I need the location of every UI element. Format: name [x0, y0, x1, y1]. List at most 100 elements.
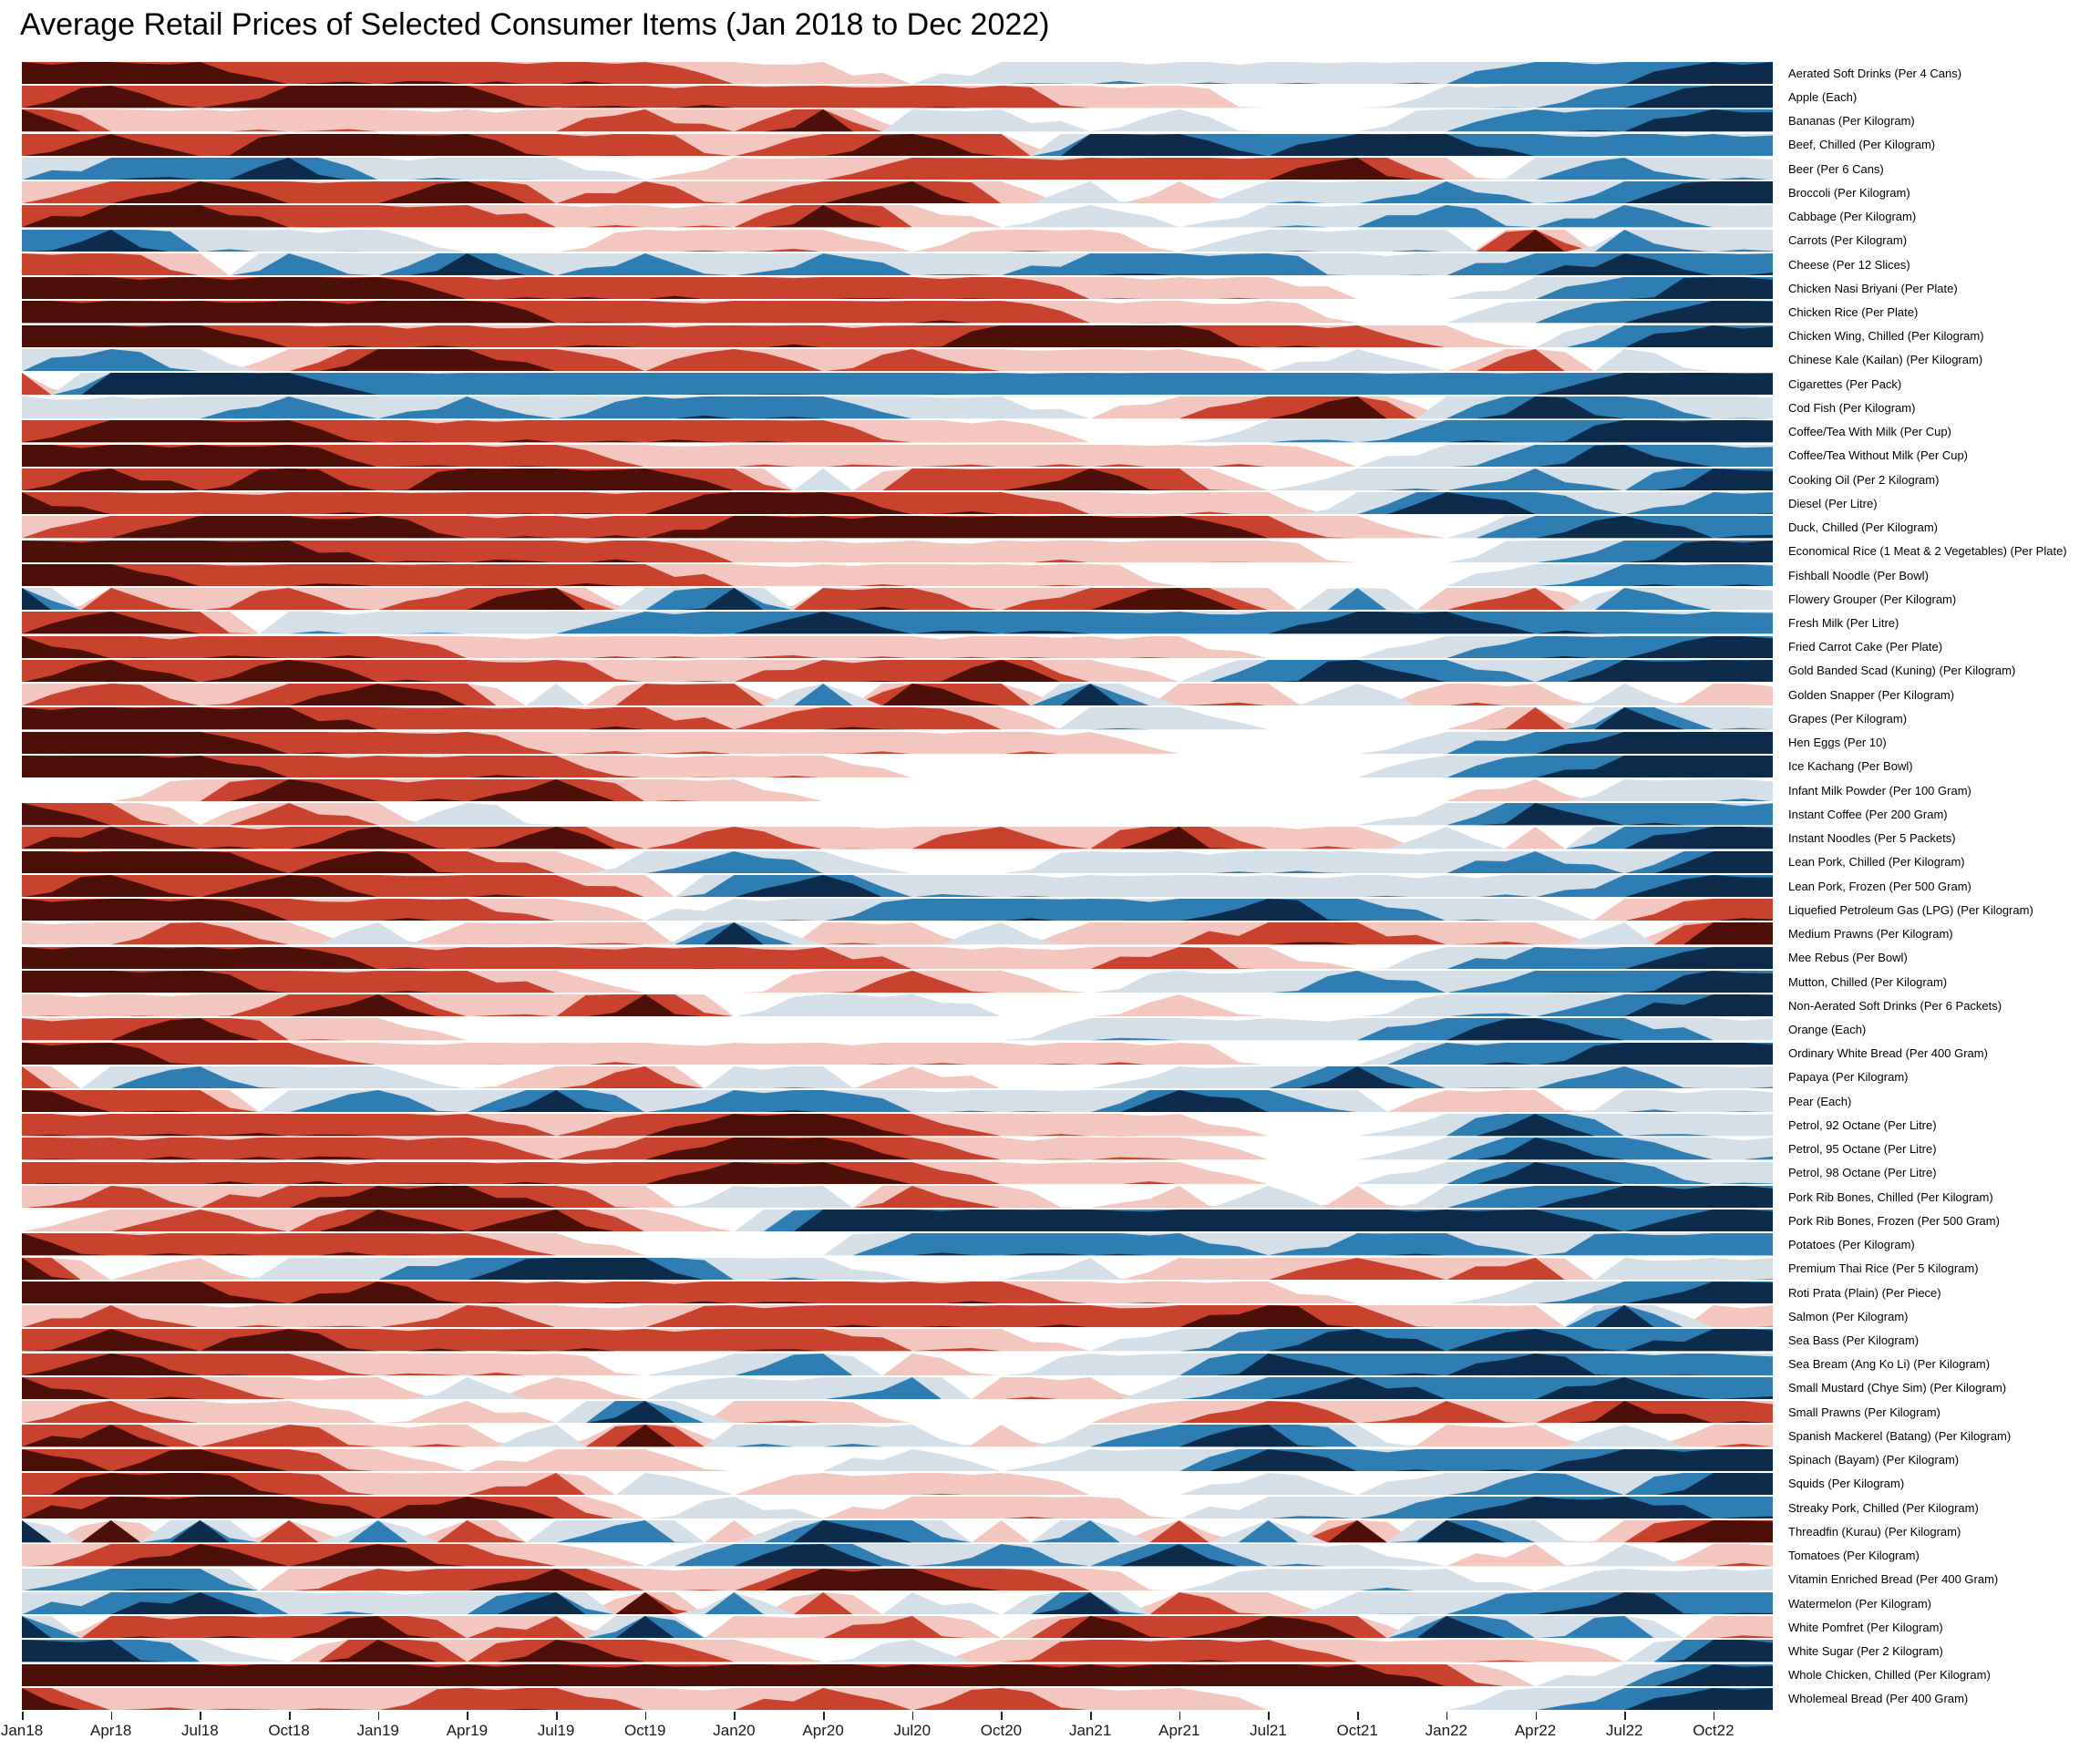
row-label: Small Mustard (Chye Sim) (Per Kilogram) — [1788, 1381, 2007, 1395]
horizon-band-area — [22, 1305, 1773, 1328]
horizon-row — [22, 1018, 1773, 1041]
horizon-row — [22, 922, 1773, 945]
row-label: Pork Rib Bones, Frozen (Per 500 Gram) — [1788, 1213, 2000, 1228]
horizon-row — [22, 1401, 1773, 1424]
row-label: Duck, Chilled (Per Kilogram) — [1788, 520, 1938, 535]
horizon-band-area — [22, 1496, 1773, 1519]
horizon-row — [22, 444, 1773, 468]
horizon-row — [22, 1568, 1773, 1590]
horizon-row — [22, 803, 1773, 826]
horizon-band-area — [22, 827, 1773, 849]
horizon-band-area — [22, 1281, 1773, 1304]
horizon-band-area — [22, 1663, 1773, 1686]
row-label: Wholemeal Bread (Per 400 Gram) — [1788, 1692, 1969, 1706]
x-axis-tick-label: Oct19 — [624, 1722, 666, 1739]
horizon-row — [22, 1210, 1773, 1232]
horizon-row — [22, 324, 1773, 347]
x-axis-tick — [1446, 1712, 1448, 1720]
x-axis-tick-label: Oct18 — [268, 1722, 310, 1739]
horizon-row — [22, 1257, 1773, 1280]
horizon-band-area — [22, 1329, 1773, 1352]
x-axis-tick — [1001, 1712, 1003, 1720]
horizon-row — [22, 1281, 1773, 1304]
horizon-band-area — [22, 157, 1773, 180]
horizon-band-area — [22, 970, 1773, 993]
horizon-row — [22, 1353, 1773, 1375]
horizon-band-area — [22, 1687, 1773, 1711]
horizon-row — [22, 588, 1773, 611]
horizon-band-area — [22, 133, 1773, 156]
x-axis-tick-label: Jul22 — [1605, 1722, 1643, 1739]
horizon-band-area — [22, 1161, 1773, 1184]
x-axis-tick — [1268, 1712, 1270, 1720]
horizon-row — [22, 229, 1773, 252]
horizon-band-area — [22, 1138, 1773, 1160]
x-axis-tick-label: Jul21 — [1250, 1722, 1287, 1739]
horizon-row — [22, 1640, 1773, 1662]
horizon-band-area — [22, 1233, 1773, 1256]
row-label: Roti Prata (Plain) (Per Piece) — [1788, 1285, 1941, 1300]
horizon-band-area — [22, 635, 1773, 658]
horizon-band-area — [22, 1210, 1773, 1232]
x-axis-tick — [110, 1712, 113, 1720]
horizon-band-area — [22, 348, 1773, 372]
horizon-row — [22, 157, 1773, 180]
row-label: Streaky Pork, Chilled (Per Kilogram) — [1788, 1500, 1979, 1515]
row-label: Fresh Milk (Per Litre) — [1788, 616, 1899, 630]
horizon-row — [22, 1233, 1773, 1256]
row-label: Vitamin Enriched Bread (Per 400 Gram) — [1788, 1572, 1999, 1587]
horizon-band-area — [22, 301, 1773, 324]
horizon-row — [22, 492, 1773, 515]
horizon-row — [22, 994, 1773, 1017]
horizon-row — [22, 1425, 1773, 1447]
row-label: Mutton, Chilled (Per Kilogram) — [1788, 974, 1948, 989]
x-axis-tick-label: Apr20 — [802, 1722, 844, 1739]
horizon-row — [22, 396, 1773, 419]
x-axis-tick — [1535, 1712, 1538, 1720]
row-label: Sea Bass (Per Kilogram) — [1788, 1333, 1920, 1347]
row-label: Chicken Nasi Briyani (Per Plate) — [1788, 281, 1958, 295]
x-axis-tick-label: Oct20 — [980, 1722, 1023, 1739]
horizon-band-area — [22, 1185, 1773, 1209]
x-axis-tick — [377, 1712, 380, 1720]
horizon-band-area — [22, 1544, 1773, 1567]
horizon-row — [22, 1663, 1773, 1686]
horizon-row — [22, 1329, 1773, 1352]
horizon-band-area — [22, 1257, 1773, 1280]
horizon-band-area — [22, 468, 1773, 491]
row-label: Sea Bream (Ang Ko Li) (Per Kilogram) — [1788, 1357, 1991, 1372]
row-label: Threadfin (Kurau) (Per Kilogram) — [1788, 1524, 1961, 1539]
row-label: Orange (Each) — [1788, 1022, 1867, 1036]
row-label: Coffee/Tea With Milk (Per Cup) — [1788, 425, 1951, 439]
row-label: Broccoli (Per Kilogram) — [1788, 185, 1910, 200]
horizon-band-area — [22, 205, 1773, 228]
row-label: Beer (Per 6 Cans) — [1788, 161, 1884, 176]
x-axis-tick-label: Jan18 — [0, 1722, 44, 1739]
row-label: Fried Carrot Cake (Per Plate) — [1788, 640, 1943, 654]
horizon-row — [22, 1042, 1773, 1065]
row-label: Papaya (Per Kilogram) — [1788, 1070, 1909, 1085]
horizon-band-area — [22, 1065, 1773, 1089]
x-axis-tick-label: Apr18 — [89, 1722, 132, 1739]
horizon-band-area — [22, 277, 1773, 300]
horizon-band-area — [22, 1616, 1773, 1639]
horizon-band-area — [22, 109, 1773, 132]
row-label: Grapes (Per Kilogram) — [1788, 711, 1908, 726]
horizon-row — [22, 1472, 1773, 1496]
row-label: Flowery Grouper (Per Kilogram) — [1788, 592, 1957, 606]
row-label: Squids (Per Kilogram) — [1788, 1477, 1905, 1491]
x-axis-tick — [1624, 1712, 1626, 1720]
x-axis-tick-label: Jan20 — [713, 1722, 756, 1739]
horizon-band-area — [22, 1448, 1773, 1471]
horizon-band-area — [22, 181, 1773, 204]
x-axis-tick-label: Jan19 — [356, 1722, 399, 1739]
horizon-band-area — [22, 62, 1773, 85]
horizon-row — [22, 1161, 1773, 1184]
row-label: Watermelon (Per Kilogram) — [1788, 1596, 1932, 1611]
row-label: Chicken Rice (Per Plate) — [1788, 304, 1919, 319]
x-axis-tick — [556, 1712, 558, 1720]
row-label: Apple (Each) — [1788, 89, 1858, 104]
horizon-band-area — [22, 563, 1773, 587]
row-label: Ordinary White Bread (Per 400 Gram) — [1788, 1046, 1988, 1061]
horizon-band-area — [22, 1472, 1773, 1496]
